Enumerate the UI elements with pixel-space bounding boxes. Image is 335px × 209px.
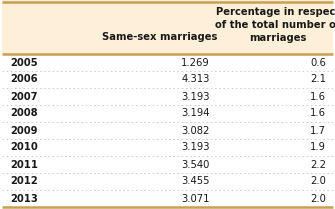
Text: 2005: 2005 [10, 57, 38, 68]
Text: 2007: 2007 [10, 92, 38, 102]
Text: 2.0: 2.0 [310, 194, 326, 204]
Text: 3.082: 3.082 [182, 125, 210, 135]
Text: 2011: 2011 [10, 159, 38, 169]
Text: 1.7: 1.7 [310, 125, 326, 135]
Text: 2012: 2012 [10, 176, 38, 186]
Text: 2013: 2013 [10, 194, 38, 204]
Text: 1.6: 1.6 [310, 92, 326, 102]
Text: 1.6: 1.6 [310, 108, 326, 119]
Text: 3.193: 3.193 [182, 143, 210, 153]
Text: 3.194: 3.194 [182, 108, 210, 119]
Text: 2009: 2009 [10, 125, 38, 135]
Text: 2006: 2006 [10, 74, 38, 84]
Text: 1.9: 1.9 [310, 143, 326, 153]
Text: 2.2: 2.2 [310, 159, 326, 169]
Bar [2, 0, 333, 54]
Text: Percentage in respect
of the total number of
marriages: Percentage in respect of the total numbe… [215, 7, 335, 43]
Text: 1.269: 1.269 [181, 57, 210, 68]
Text: 4.313: 4.313 [182, 74, 210, 84]
Text: 3.071: 3.071 [182, 194, 210, 204]
Text: 2010: 2010 [10, 143, 38, 153]
Text: 3.193: 3.193 [182, 92, 210, 102]
Text: 2.1: 2.1 [310, 74, 326, 84]
Text: Same-sex marriages: Same-sex marriages [102, 32, 218, 42]
Text: 2.0: 2.0 [310, 176, 326, 186]
Text: 0.6: 0.6 [310, 57, 326, 68]
Text: 2008: 2008 [10, 108, 38, 119]
Text: 3.455: 3.455 [182, 176, 210, 186]
Text: 3.540: 3.540 [182, 159, 210, 169]
